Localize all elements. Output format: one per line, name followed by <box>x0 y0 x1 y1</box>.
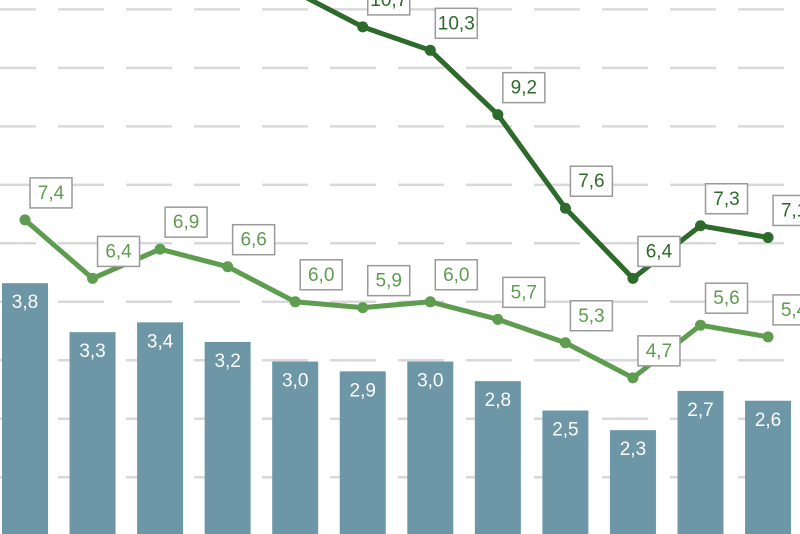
line-point <box>222 261 234 273</box>
label-box <box>569 165 614 197</box>
line-point <box>154 243 166 255</box>
bar <box>272 361 319 534</box>
line-point <box>695 220 706 232</box>
bar <box>677 390 724 534</box>
line-point <box>87 272 99 284</box>
line-label: 5,4 <box>781 300 800 321</box>
bar-label: 3,0 <box>282 371 308 392</box>
bar <box>407 361 454 534</box>
line-point <box>492 109 504 121</box>
line-label: 10,3 <box>438 13 475 34</box>
label-box <box>367 0 411 16</box>
bar <box>474 381 521 534</box>
line-label: 9,2 <box>511 78 537 99</box>
line-point <box>19 214 31 226</box>
label-box <box>772 194 800 227</box>
bar-label: 2,8 <box>485 390 511 411</box>
line-label: 7,4 <box>38 183 65 204</box>
label-box <box>29 177 73 209</box>
bar-label: 3,3 <box>79 341 105 362</box>
line-label: 6,9 <box>173 212 199 233</box>
bar <box>2 283 48 534</box>
line-label: 5,9 <box>376 271 402 292</box>
bar-label: 3,0 <box>417 371 443 392</box>
bar <box>137 322 184 534</box>
line-point <box>492 313 504 325</box>
bar <box>609 430 656 534</box>
line-point <box>762 231 774 243</box>
bar-label: 2,9 <box>350 380 376 401</box>
line-label: 6,0 <box>308 265 334 286</box>
line-label: 6,4 <box>105 241 132 262</box>
label-box <box>231 223 276 256</box>
label-box <box>96 235 141 268</box>
label-box <box>502 276 546 309</box>
label-box <box>164 206 208 238</box>
bar <box>69 332 116 534</box>
bar <box>204 341 251 534</box>
label-box <box>569 299 614 332</box>
line-label: 6,4 <box>646 241 673 262</box>
label-box <box>367 264 411 297</box>
label-box <box>704 183 749 215</box>
label-box <box>637 335 681 367</box>
bar-label: 2,6 <box>755 410 781 431</box>
bar-label: 3,8 <box>12 292 38 313</box>
line-label: 7,1 <box>781 200 800 221</box>
line-label: 5,3 <box>578 306 604 327</box>
line-label: 4,7 <box>646 341 672 362</box>
label-box <box>704 282 749 314</box>
line-label: 5,7 <box>511 282 537 303</box>
label-box <box>299 259 343 291</box>
line-label: 10,7 <box>370 0 407 11</box>
label-box <box>637 235 681 268</box>
line-label: 6,6 <box>240 230 266 251</box>
line-point <box>762 331 774 343</box>
line-point <box>289 296 301 308</box>
label-box <box>502 71 546 104</box>
line-point <box>559 337 571 349</box>
line-label: 6,0 <box>443 265 469 286</box>
line-label: 5,6 <box>713 288 739 309</box>
line <box>305 0 769 281</box>
label-box <box>434 7 479 40</box>
line-point <box>559 202 571 214</box>
line-label: 7,6 <box>578 171 604 192</box>
bar-label: 3,2 <box>214 351 240 372</box>
bar <box>542 410 589 534</box>
label-box <box>772 294 800 326</box>
line <box>23 218 769 381</box>
line-point <box>424 44 436 56</box>
bar-label: 3,4 <box>147 331 174 352</box>
bar <box>339 371 386 534</box>
line-point <box>627 272 639 284</box>
bar-label: 2,5 <box>552 420 578 441</box>
bar-label: 2,7 <box>687 400 713 421</box>
line-point <box>357 21 369 33</box>
line-point <box>695 319 706 331</box>
line-point <box>357 302 369 314</box>
bar-label: 2,3 <box>620 439 646 460</box>
line-label: 7,3 <box>713 189 739 210</box>
label-box <box>434 259 479 291</box>
bar <box>745 400 792 534</box>
line-point <box>627 372 639 384</box>
line-point <box>424 296 436 308</box>
